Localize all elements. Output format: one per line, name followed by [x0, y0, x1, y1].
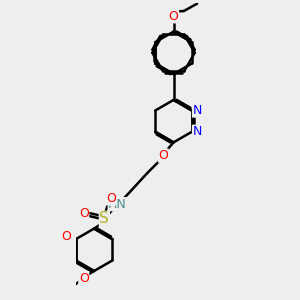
Text: O: O — [79, 206, 89, 220]
Text: O: O — [61, 230, 71, 243]
Text: S: S — [100, 212, 109, 226]
Text: HN: HN — [108, 198, 127, 211]
Text: N: N — [193, 104, 202, 117]
Text: O: O — [158, 149, 168, 162]
Text: O: O — [79, 272, 89, 285]
Text: O: O — [106, 192, 116, 205]
Text: N: N — [193, 125, 202, 138]
Text: O: O — [169, 10, 178, 23]
